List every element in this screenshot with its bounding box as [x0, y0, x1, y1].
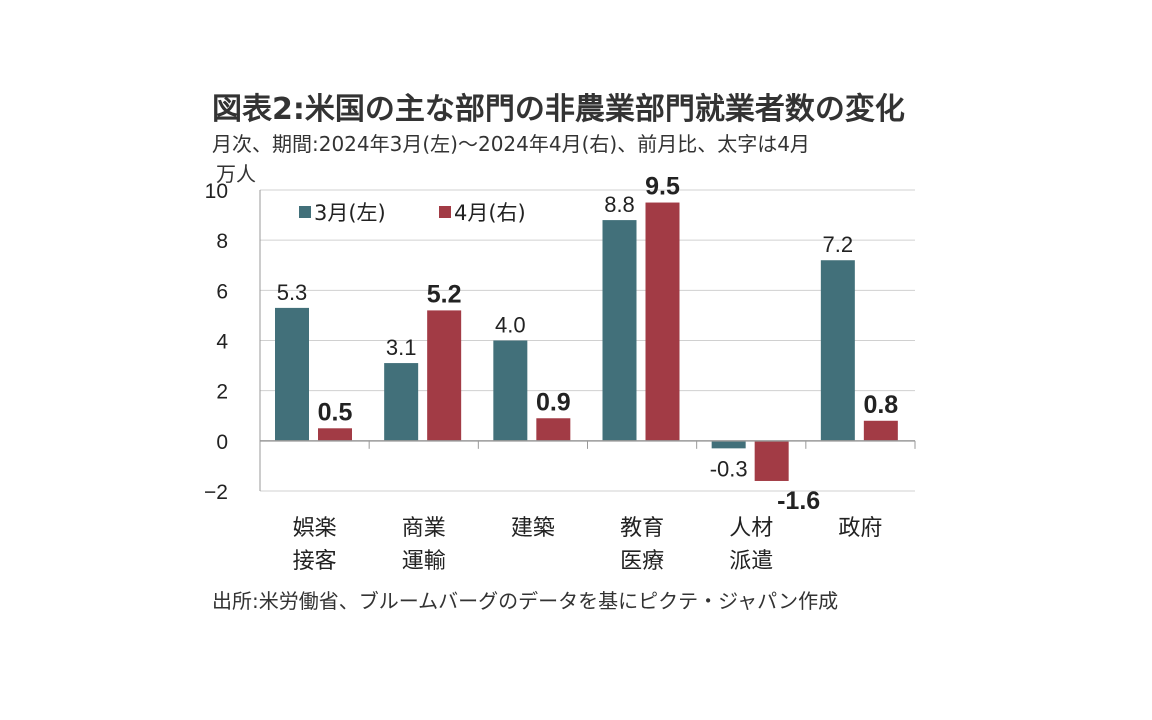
legend-swatch — [299, 206, 311, 218]
data-label: 0.5 — [318, 398, 353, 426]
bar-march — [275, 307, 309, 441]
data-label: 4.0 — [495, 313, 526, 338]
bar-april — [536, 418, 571, 441]
category-label: 商業 — [402, 516, 446, 541]
y-tick-label: 2 — [216, 381, 228, 404]
legend-swatch — [439, 206, 451, 218]
bar-april — [318, 428, 352, 441]
data-label: 7.2 — [823, 232, 854, 257]
y-tick-label: 8 — [216, 230, 228, 253]
category-label: 政府 — [838, 516, 882, 541]
bar-march — [602, 220, 637, 441]
category-label: 教育 — [620, 516, 664, 541]
bar-april — [863, 420, 898, 441]
legend-label: 3月(左) — [314, 201, 386, 225]
data-label: 5.2 — [427, 280, 462, 308]
data-label: 0.8 — [863, 391, 898, 419]
y-axis-unit: 万人 — [216, 162, 256, 186]
category-label: 接客 — [293, 549, 337, 574]
chart-subtitle: 月次、期間:2024年3月(左)～2024年4月(右)、前月比、太字は4月 — [212, 132, 810, 156]
data-label: -0.3 — [710, 456, 748, 481]
data-label: 5.3 — [277, 280, 308, 305]
data-label: 3.1 — [386, 335, 417, 360]
bar-april — [645, 202, 680, 441]
y-tick-label: −2 — [204, 481, 228, 504]
source-note: 出所:米労働省、ブルームバーグのデータを基にピクテ・ジャパン作成 — [212, 589, 839, 613]
category-label: 派遣 — [729, 549, 773, 574]
category-label: 運輸 — [402, 549, 446, 574]
y-tick-label: 0 — [216, 431, 228, 454]
bar-april — [754, 440, 789, 481]
bar-march — [820, 260, 855, 441]
chart-title: 図表2:米国の主な部門の非農業部門就業者数の変化 — [212, 92, 905, 127]
data-label: 9.5 — [645, 173, 680, 201]
y-tick-label: 6 — [216, 280, 228, 303]
bar-march — [493, 340, 528, 441]
category-label: 娯楽 — [293, 516, 337, 541]
category-label: 建築 — [511, 516, 555, 541]
category-label: 人材 — [729, 516, 773, 541]
bar-march — [711, 440, 746, 449]
category-label: 医療 — [620, 549, 664, 574]
y-tick-label: 10 — [205, 180, 228, 203]
y-tick-label: 4 — [216, 331, 228, 354]
bar-march — [384, 363, 419, 441]
bar-april — [427, 310, 462, 441]
data-label: 0.9 — [536, 388, 571, 416]
legend-label: 4月(右) — [454, 201, 526, 225]
data-label: 8.8 — [604, 192, 635, 217]
data-label: -1.6 — [777, 487, 820, 515]
